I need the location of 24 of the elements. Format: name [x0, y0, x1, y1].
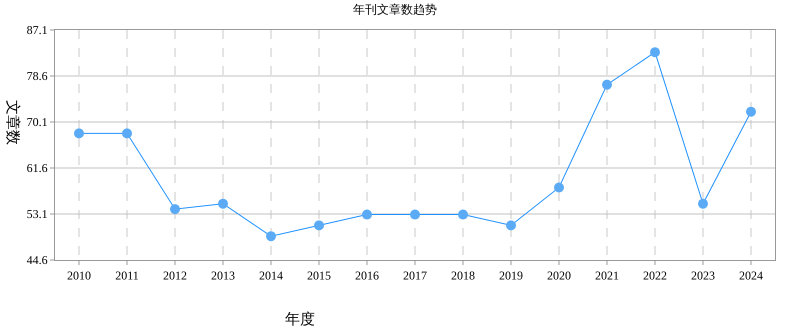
y-tick-label: 78.6: [26, 69, 48, 84]
x-tick-label: 2010: [67, 268, 91, 282]
y-tick-label: 61.6: [26, 161, 48, 176]
x-tick-label: 2017: [403, 268, 427, 282]
chart-title: 年刊文章数趋势: [353, 2, 437, 16]
x-tick-label: 2022: [643, 268, 667, 282]
x-tick-label: 2015: [307, 268, 331, 282]
y-tick-label: 44.6: [26, 253, 48, 268]
x-tick-label: 2011: [115, 268, 139, 282]
x-tick-label: 2018: [451, 268, 475, 282]
x-tick-label: 2014: [259, 268, 283, 282]
x-axis-title: 年度: [285, 311, 315, 328]
y-tick-label: 53.1: [26, 207, 48, 222]
x-tick-label: 2023: [691, 268, 715, 282]
x-tick-label: 2013: [211, 268, 235, 282]
x-tick-label: 2021: [595, 268, 619, 282]
y-tick-label: 70.1: [26, 115, 48, 130]
x-tick-label: 2019: [499, 268, 523, 282]
y-axis-title: 文章数: [4, 100, 22, 145]
y-tick-label: 87.1: [26, 23, 48, 38]
x-tick-label: 2020: [547, 268, 571, 282]
x-tick-label: 2024: [739, 268, 763, 282]
x-tick-label: 2016: [355, 268, 379, 282]
x-tick-label: 2012: [163, 268, 187, 282]
